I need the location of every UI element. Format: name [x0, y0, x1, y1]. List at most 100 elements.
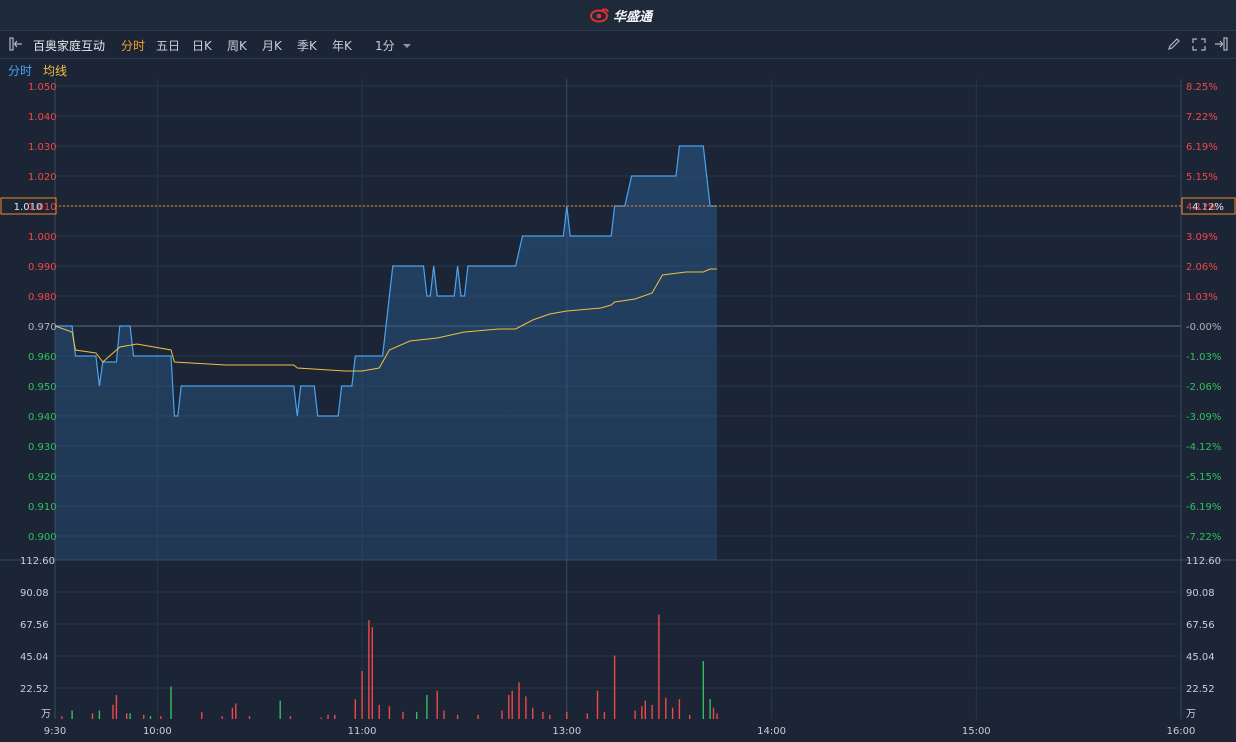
tab-daily-k[interactable]: 日K — [192, 39, 212, 53]
volume-bar — [671, 707, 674, 719]
volume-bar — [644, 700, 646, 719]
pct-tick-label: 4.12% — [1186, 202, 1218, 213]
axis-layer: 1.050 8.25% 1.040 7.22% 1.030 6.19% 1.020 5.15%… — [20, 82, 1221, 737]
tab-monthly-k[interactable]: 月K — [262, 39, 282, 53]
volume-unit-label-right: 万 — [1186, 709, 1196, 720]
volume-tick-label-right: 112.60 — [1186, 556, 1221, 567]
volume-bar — [549, 714, 551, 719]
price-tick-label: 0.950 — [28, 382, 57, 393]
volume-bar — [248, 716, 251, 719]
volume-bar — [91, 713, 94, 719]
pct-tick-label: 3.09% — [1186, 232, 1218, 243]
time-tick-label: 11:00 — [348, 726, 377, 737]
brand: 华盛通 — [590, 6, 652, 25]
volume-tick-label: 22.52 — [20, 684, 49, 695]
pencil-icon[interactable] — [1166, 37, 1182, 51]
volume-unit-label: 万 — [41, 709, 51, 720]
volume-bar — [651, 704, 653, 719]
tab-intraday[interactable]: 分时 — [121, 39, 146, 53]
brand-logo-icon — [590, 8, 609, 23]
fullscreen-icon[interactable] — [1191, 37, 1207, 51]
volume-bar — [665, 697, 667, 719]
price-tick-label: 0.940 — [28, 412, 57, 423]
volume-bar — [658, 614, 660, 719]
tab-five-day[interactable]: 五日 — [156, 39, 181, 53]
volume-bar — [603, 711, 606, 719]
volume-bar — [371, 627, 373, 719]
tab-quarterly-k[interactable]: 季K — [297, 39, 317, 53]
volume-bar — [231, 707, 234, 719]
price-tick-label: 0.990 — [28, 262, 57, 273]
volume-bar — [678, 699, 681, 719]
tab-weekly-k[interactable]: 周K — [227, 39, 247, 53]
time-tick-label: 14:00 — [757, 726, 786, 737]
pct-tick-label: -3.09% — [1186, 412, 1221, 423]
price-tick-label: 0.920 — [28, 472, 57, 483]
price-tick-label: 1.040 — [28, 112, 57, 123]
volume-bar — [115, 695, 118, 719]
price-tick-label: 0.960 — [28, 352, 57, 363]
volume-tick-label: 90.08 — [20, 588, 49, 599]
volume-bar — [613, 655, 616, 719]
price-tick-label: 1.050 — [28, 82, 57, 93]
volume-bar — [361, 671, 363, 719]
volume-bar — [289, 716, 292, 719]
volume-tick-label-right: 67.56 — [1186, 620, 1215, 631]
volume-bar — [149, 716, 152, 719]
volume-bar — [634, 710, 636, 719]
price-line-layer — [54, 145, 717, 417]
time-tick-label: 10:00 — [143, 726, 172, 737]
volume-tick-label: 67.56 — [20, 620, 49, 631]
crosshair-price-label: 1.010 — [14, 202, 43, 213]
collapse-left-icon[interactable] — [8, 37, 24, 51]
volume-bar — [354, 699, 356, 719]
price-tick-label: 0.980 — [28, 292, 57, 303]
volume-bar — [511, 690, 513, 719]
volume-bar — [327, 714, 329, 719]
volume-bar — [542, 711, 544, 719]
pct-tick-label: 2.06% — [1186, 262, 1218, 273]
volume-bar — [525, 696, 527, 719]
volume-bar — [532, 707, 534, 719]
pct-tick-label: 1.03% — [1186, 292, 1218, 303]
pct-tick-label: -6.19% — [1186, 502, 1221, 513]
volume-tick-label-right: 90.08 — [1186, 588, 1215, 599]
volume-bar — [508, 695, 510, 719]
time-tick-label: 9:30 — [44, 726, 66, 737]
crosshair-layer: 1.010 4.12% — [0, 197, 1236, 215]
price-tick-label: 1.020 — [28, 172, 57, 183]
price-tick-label: 1.000 — [28, 232, 57, 243]
volume-bar — [501, 710, 503, 719]
volume-bar — [716, 713, 718, 719]
chart-toolbar: 百奥家庭互动 分时 五日 日K 周K 月K 季K 年K 1分 — [0, 31, 1236, 59]
price-tick-label: 0.930 — [28, 442, 57, 453]
crosshair-pct-box — [1181, 197, 1236, 215]
price-tick-label: 0.970 — [28, 322, 57, 333]
pct-tick-label: 6.19% — [1186, 142, 1218, 153]
volume-bar — [378, 704, 380, 719]
volume-bar — [201, 711, 203, 719]
price-tick-label: 0.910 — [28, 502, 57, 513]
price-tick-label: 0.900 — [28, 532, 57, 543]
volume-tick-label-right: 22.52 — [1186, 684, 1215, 695]
volume-bar — [641, 706, 643, 719]
interval-select[interactable]: 1分 — [375, 37, 412, 54]
intraday-chart[interactable]: 1.010 4.12% 1.050 8.25% 1.040 7.22% 1.030 6.19… — [0, 79, 1236, 742]
volume-bar — [402, 711, 404, 719]
time-tick-label: 16:00 — [1167, 726, 1196, 737]
pct-tick-label: -0.00% — [1186, 322, 1221, 333]
volume-bar — [126, 713, 128, 719]
volume-bar — [143, 714, 145, 719]
volume-bar — [98, 710, 101, 719]
chevron-down-icon — [403, 44, 412, 48]
tab-yearly-k[interactable]: 年K — [332, 39, 352, 53]
chart-legend: 分时 均线 — [0, 59, 1236, 79]
volume-tick-label: 45.04 — [20, 652, 49, 663]
collapse-right-icon[interactable] — [1213, 37, 1229, 51]
volume-bar — [368, 620, 370, 719]
volume-bar — [596, 690, 599, 719]
volume-bar — [426, 695, 428, 719]
volume-bar — [129, 713, 131, 719]
price-tick-label: 1.030 — [28, 142, 57, 153]
volume-bar — [279, 700, 281, 719]
